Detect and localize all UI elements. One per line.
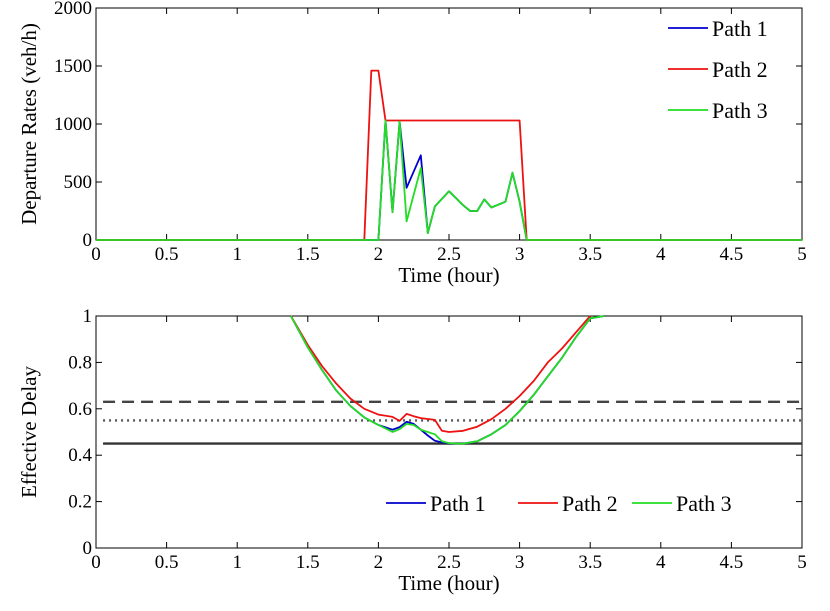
x-axis-title: Time (hour) — [398, 571, 499, 595]
legend-label: Path 1 — [430, 491, 486, 516]
y-tick-label: 0.2 — [68, 492, 92, 513]
series-line-3 — [290, 315, 605, 445]
y-tick-label: 2000 — [54, 0, 92, 19]
legend-label: Path 3 — [712, 98, 768, 123]
x-tick-label: 0 — [91, 244, 101, 265]
y-tick-label: 1500 — [54, 56, 92, 77]
effective-delay-chart: 0 0.5 1 1.5 2 2.5 3 3.5 4 4.5 5 0 0.2 0.4 0.6 0.8 1 Time … — [17, 306, 807, 595]
x-tick-label: 5 — [797, 244, 807, 265]
y-tick-label: 0 — [83, 230, 93, 251]
y-tick-label: 0.4 — [68, 445, 92, 466]
legend-label: Path 2 — [712, 57, 768, 82]
x-tick-label: 0.5 — [155, 244, 179, 265]
series-line-1 — [96, 119, 802, 241]
x-tick-label: 1 — [232, 552, 242, 573]
x-tick-label: 2 — [374, 244, 384, 265]
series-line-3 — [96, 119, 802, 241]
y-axis-title: Departure Rates (veh/h) — [17, 23, 41, 225]
y-tick-label: 0.6 — [68, 399, 92, 420]
y-tick-label: 1 — [83, 306, 93, 327]
x-tick-label: 4.5 — [720, 552, 744, 573]
departure-rates-chart: 0 0.5 1 1.5 2 2.5 3 3.5 4 4.5 5 0 500 1000 1500 2000 Tim… — [17, 0, 807, 287]
x-tick-label: 0 — [91, 552, 101, 573]
x-tick-label: 3 — [515, 244, 525, 265]
x-axis-title: Time (hour) — [398, 263, 499, 287]
legend: Path 1 Path 2 Path 3 — [668, 16, 768, 123]
series-line-1 — [290, 315, 605, 445]
y-axis-title: Effective Delay — [17, 366, 41, 498]
x-tick-label: 3.5 — [578, 552, 602, 573]
x-tick-label: 0.5 — [155, 552, 179, 573]
legend-label: Path 3 — [676, 491, 732, 516]
x-tick-label: 1 — [232, 244, 242, 265]
x-tick-label: 4.5 — [720, 244, 744, 265]
plot-frame — [95, 7, 803, 241]
x-tick-label: 1.5 — [296, 552, 320, 573]
y-tick-label: 0 — [83, 538, 93, 559]
legend-label: Path 1 — [712, 16, 768, 41]
legend-label: Path 2 — [562, 491, 618, 516]
y-tick-label: 1000 — [54, 114, 92, 135]
x-tick-label: 2.5 — [437, 552, 461, 573]
y-tick-label: 500 — [64, 172, 93, 193]
series-line-2 — [290, 315, 591, 433]
x-tick-label: 2 — [374, 552, 384, 573]
x-tick-label: 2.5 — [437, 244, 461, 265]
series-line-2 — [96, 69, 802, 241]
x-tick-label: 1.5 — [296, 244, 320, 265]
x-tick-label: 4 — [656, 244, 666, 265]
y-tick-label: 0.8 — [68, 352, 92, 373]
x-tick-label: 4 — [656, 552, 666, 573]
x-tick-label: 3.5 — [578, 244, 602, 265]
legend: Path 1 Path 2 Path 3 — [386, 491, 732, 516]
x-tick-label: 5 — [797, 552, 807, 573]
x-tick-label: 3 — [515, 552, 525, 573]
